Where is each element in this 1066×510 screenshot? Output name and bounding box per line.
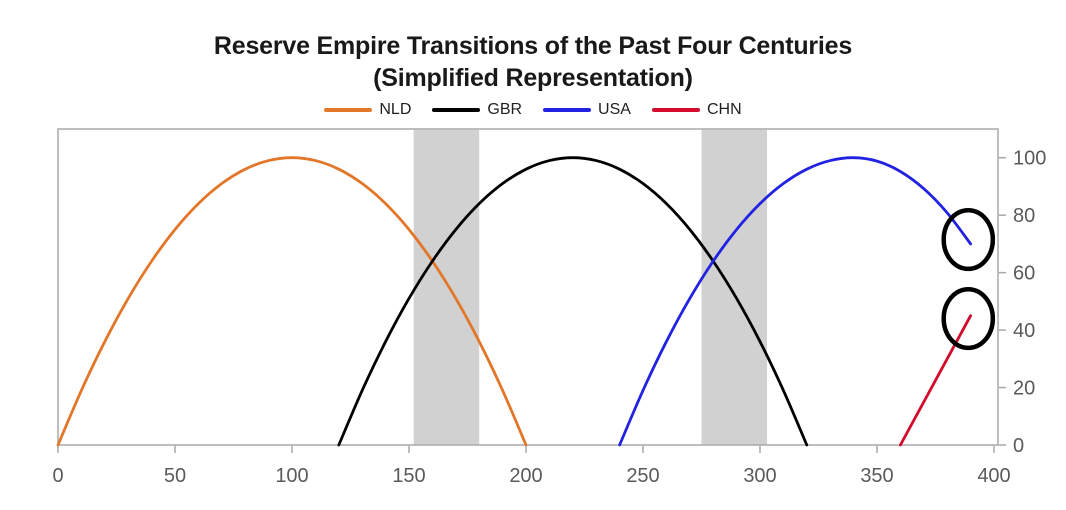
x-tick-label-250: 250 [626,465,659,487]
y-axis-ticks [998,156,1006,446]
series-line-usa [618,156,972,447]
x-tick-label-50: 50 [164,465,186,487]
series-line-nld [56,156,528,447]
plot-frame [57,128,999,446]
y-tick-label-100: 100 [1013,148,1046,170]
chart-subtitle: (Simplified Representation) [373,64,693,92]
annotation-circles-group [941,208,996,351]
x-tick-label-200: 200 [509,465,542,487]
x-tick-label-400: 400 [977,465,1010,487]
legend-label-usa: USA [598,101,631,118]
chart-title: Reserve Empire Transitions of the Past F… [213,32,853,60]
shaded-band-2 [701,129,768,445]
x-tick-label-150: 150 [392,465,425,487]
series-lines-group [56,156,972,447]
legend-label-chn: CHN [706,101,742,118]
highlight-circle-2 [941,287,996,351]
series-line-chn [899,314,972,447]
shaded-bands-group [413,129,768,445]
legend-item-usa: USA [543,101,631,119]
legend-item-chn: CHN [651,101,742,119]
highlight-circle-1 [941,208,996,272]
legend-item-gbr: GBR [432,101,522,119]
y-tick-label-80: 80 [1013,205,1035,227]
y-tick-label-40: 40 [1013,320,1035,342]
y-tick-label-60: 60 [1013,263,1035,285]
legend-label-nld: NLD [379,101,412,118]
legend-line-swatch-gbr [432,108,481,112]
x-tick-label-0: 0 [52,465,63,487]
y-axis-labels: 0 20 40 60 80 100 [1013,148,1046,457]
legend-line-swatch-chn [651,108,700,112]
x-tick-label-350: 350 [860,465,893,487]
series-line-gbr [337,156,809,447]
x-tick-label-100: 100 [275,465,308,487]
legend-line-swatch-usa [543,108,592,112]
chart-legend: NLD GBR USA CHN [0,101,1066,119]
x-tick-label-300: 300 [743,465,776,487]
legend-line-swatch-nld [324,108,373,112]
y-tick-label-20: 20 [1013,378,1035,400]
shaded-band-1 [413,129,480,445]
x-axis-ticks [57,445,995,453]
chart-titles: Reserve Empire Transitions of the Past F… [0,30,1066,94]
x-axis-labels: 0 50 100 150 200 250 300 350 400 [52,465,1010,487]
legend-item-nld: NLD [324,101,411,119]
legend-label-gbr: GBR [487,101,523,118]
y-tick-label-0: 0 [1013,435,1024,457]
